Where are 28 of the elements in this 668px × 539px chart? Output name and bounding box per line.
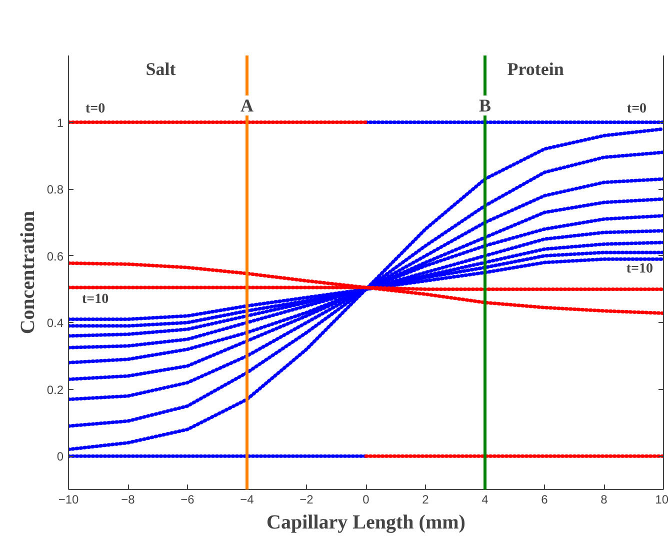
y-tick-label: 1 [56,116,64,130]
line-series [68,261,664,315]
y-tick-label: 0.8 [46,182,64,197]
annotation: t=10 [82,292,109,307]
x-tick-label: 8 [600,492,608,506]
x-tick-label: −10 [58,492,80,506]
y-tick-label: 0.4 [46,316,64,330]
ref-line-label: A [240,96,254,116]
y-axis-title: Concentration [16,210,39,334]
x-tick-label: 0 [362,492,370,506]
x-tick-label: −4 [240,492,254,506]
annotation: Protein [507,58,564,79]
x-tick-label: 4 [482,492,489,506]
x-tick-label: −2 [300,492,314,506]
x-tick-label: 2 [422,492,430,506]
annotation: t=0 [626,101,647,116]
y-tick-label: 0.2 [46,382,64,397]
y-tick-label: 0.6 [46,249,64,264]
x-tick-label: 6 [541,492,548,506]
annotation: Salt [146,58,176,79]
ref-line-label: B [478,96,492,116]
x-tick-label: −8 [121,492,136,506]
x-axis-title: Capillary Length (mm) [266,512,466,534]
x-tick-label: −6 [180,492,195,506]
x-tick-label: 10 [655,492,668,506]
y-tick-label: 0 [56,450,64,464]
annotation: t=0 [85,101,106,116]
annotation: t=10 [626,262,654,277]
